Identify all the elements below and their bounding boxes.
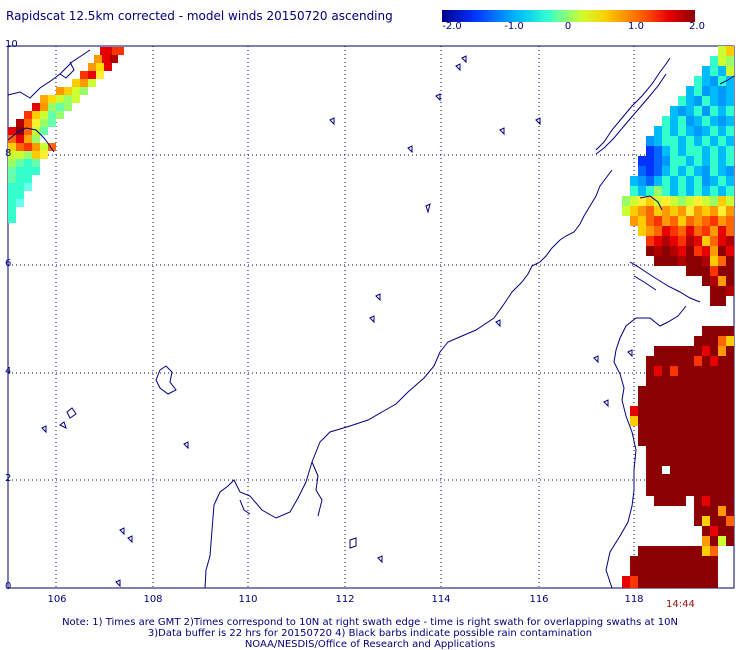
lon-label: 116 <box>529 594 549 605</box>
note-line-3: NOAA/NESDIS/Office of Research and Appli… <box>244 639 496 650</box>
lat-label: 10 <box>5 39 18 50</box>
lon-label: 118 <box>624 594 644 605</box>
colorbar <box>442 10 695 22</box>
lat-label: 2 <box>5 473 12 484</box>
lon-label: 110 <box>238 594 258 605</box>
colorbar-tick: 0 <box>564 21 572 32</box>
swath-time-label: 14:44 <box>666 599 695 610</box>
lon-label: 106 <box>47 594 67 605</box>
lat-label: 6 <box>5 258 12 269</box>
map-frame <box>7 45 735 589</box>
note-line-2: 3)Data buffer is 22 hrs for 20150720 4) … <box>147 628 593 639</box>
lat-label: 4 <box>5 366 12 377</box>
lat-label: 0 <box>5 581 12 592</box>
coastlines <box>7 49 735 589</box>
footer-notes: Note: 1) Times are GMT 2)Times correspon… <box>0 617 740 650</box>
colorbar-tick: -1.0 <box>504 21 524 32</box>
colorbar-tick: -2.0 <box>442 21 462 32</box>
swath-northwest <box>8 47 124 223</box>
lon-label: 114 <box>431 594 451 605</box>
graticule <box>8 46 734 588</box>
note-line-1: Note: 1) Times are GMT 2)Times correspon… <box>62 617 678 628</box>
colorbar-tick: 2.0 <box>689 21 705 32</box>
swath-east <box>622 46 734 588</box>
lon-label: 112 <box>335 594 355 605</box>
colorbar-tick: 1.0 <box>628 21 644 32</box>
map-title: Rapidscat 12.5km corrected - model winds… <box>6 9 393 23</box>
lat-label: 8 <box>5 148 12 159</box>
lon-label: 108 <box>143 594 163 605</box>
